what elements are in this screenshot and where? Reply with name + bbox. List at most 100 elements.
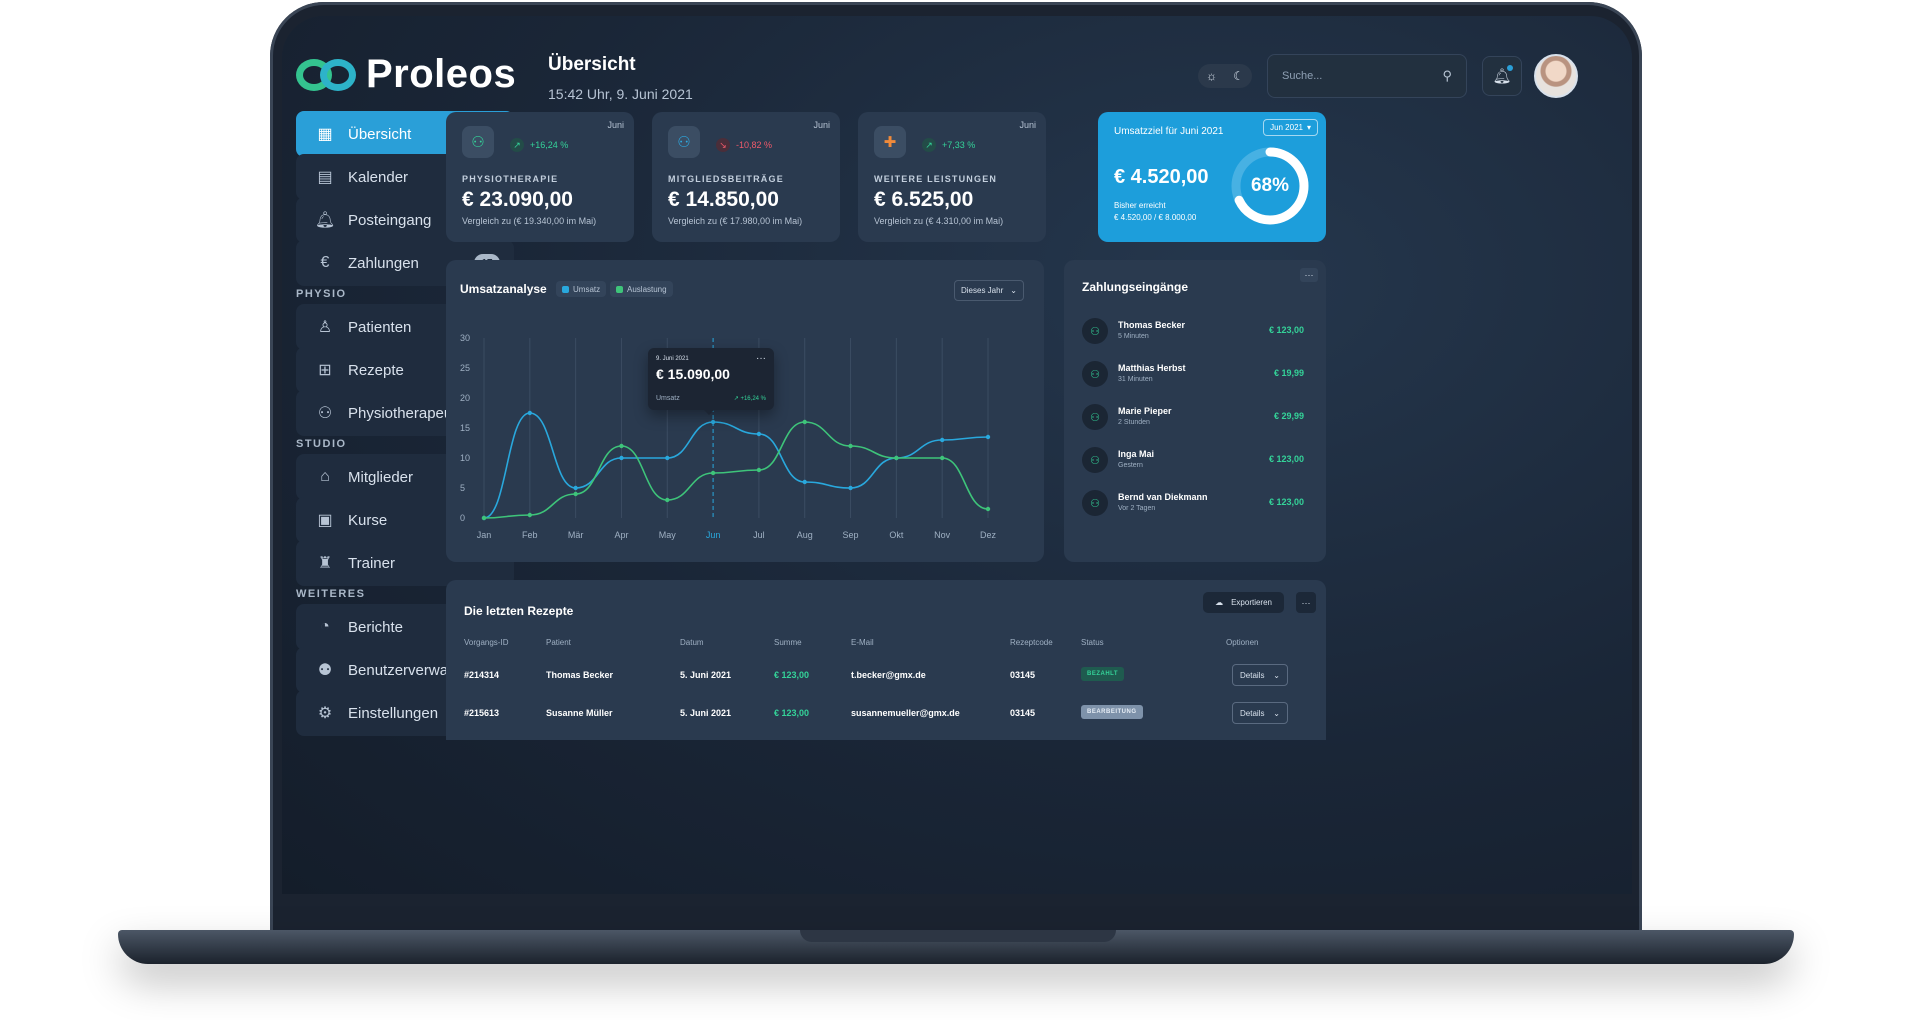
stat-card-physiotherapie[interactable]: Juni ⚇ ↗ +16,24 % PHYSIOTHERAPIE € 23.090… xyxy=(446,112,634,242)
tooltip-label: Umsatz xyxy=(656,395,680,402)
more-icon[interactable]: ··· xyxy=(1300,268,1318,282)
notifications-button[interactable]: 🔔︎ xyxy=(1482,56,1522,96)
status-badge: BEZAHLT xyxy=(1081,667,1125,681)
cell-email[interactable]: susannemueller@gmx.de xyxy=(851,708,960,718)
x-tick-label: Mär xyxy=(568,530,584,540)
prescriptions-table-card: Die letzten Rezepte ☁ Exportieren ··· Vor… xyxy=(446,580,1326,740)
y-tick-label: 30 xyxy=(460,333,470,343)
payment-time: Vor 2 Tagen xyxy=(1118,505,1156,512)
column-header[interactable]: Vorgangs-ID xyxy=(464,638,509,647)
export-button[interactable]: ☁ Exportieren xyxy=(1203,592,1284,613)
data-point xyxy=(665,455,670,461)
sidebar-section-weiteres: WEITERES xyxy=(296,588,366,600)
payment-time: Gestern xyxy=(1118,462,1143,469)
column-header[interactable]: Status xyxy=(1081,638,1104,647)
sidebar-item-label: Posteingang xyxy=(348,211,432,229)
goal-progress-arc xyxy=(1231,147,1309,225)
details-select[interactable]: Details ⌄ xyxy=(1232,702,1288,724)
search-icon[interactable]: ⚲ xyxy=(1442,68,1452,83)
chevron-down-icon: ⌄ xyxy=(1010,286,1017,295)
legend-auslastung[interactable]: Auslastung xyxy=(610,281,673,297)
stat-label: PHYSIOTHERAPIE xyxy=(462,174,559,184)
cell-email[interactable]: t.becker@gmx.de xyxy=(851,670,926,680)
data-point xyxy=(985,506,991,512)
payment-row[interactable]: ⚇ Matthias Herbst 31 Minuten € 19,99 xyxy=(1082,359,1310,389)
column-header[interactable]: Patient xyxy=(546,638,571,647)
payer-avatar-icon: ⚇ xyxy=(1082,447,1108,473)
payment-row[interactable]: ⚇ Bernd van Diekmann Vor 2 Tagen € 123,0… xyxy=(1082,488,1310,518)
chart-period-select[interactable]: Dieses Jahr ⌄ xyxy=(954,280,1024,301)
search-box: ⚲ xyxy=(1267,54,1467,98)
goal-progress-ring xyxy=(1231,147,1309,225)
payment-row[interactable]: ⚇ Inga Mai Gestern € 123,00 xyxy=(1082,445,1310,475)
stat-card-weitere-leistungen[interactable]: Juni ✚ ↗ +7,33 % WEITERE LEISTUNGEN € 6.5… xyxy=(858,112,1046,242)
notification-dot xyxy=(1507,65,1513,71)
data-point xyxy=(619,443,624,449)
stat-label: MITGLIEDSBEITRÄGE xyxy=(668,174,784,184)
payer-avatar-icon: ⚇ xyxy=(1082,490,1108,516)
column-header[interactable]: Rezeptcode xyxy=(1010,638,1053,647)
data-point xyxy=(481,515,487,521)
y-tick-label: 5 xyxy=(460,483,465,493)
payments-title: Zahlungseingänge xyxy=(1082,280,1189,294)
data-point xyxy=(573,491,578,497)
data-point xyxy=(573,485,578,491)
column-header[interactable]: Summe xyxy=(774,638,802,647)
more-icon[interactable]: ··· xyxy=(756,353,766,364)
stat-label: WEITERE LEISTUNGEN xyxy=(874,174,998,184)
details-select[interactable]: Details ⌄ xyxy=(1232,664,1288,686)
app-screen: Proleos ▦ Übersicht ▤ Kalender 🔔︎ Postei… xyxy=(282,16,1632,894)
goal-reached-label: Bisher erreicht xyxy=(1114,201,1166,210)
payment-amount: € 123,00 xyxy=(1268,454,1304,464)
payment-time: 5 Minuten xyxy=(1118,333,1149,340)
payer-avatar-icon: ⚇ xyxy=(1082,361,1108,387)
legend-umsatz[interactable]: Umsatz xyxy=(556,281,607,297)
data-point xyxy=(665,497,670,503)
legend-label: Umsatz xyxy=(573,284,601,294)
payment-row[interactable]: ⚇ Thomas Becker 5 Minuten € 123,00 xyxy=(1082,316,1310,346)
x-tick-label: Nov xyxy=(934,530,951,540)
payment-amount: € 19,99 xyxy=(1273,368,1304,378)
cell-sum: € 123,00 xyxy=(774,708,810,718)
sidebar-item-label: Berichte xyxy=(348,618,404,636)
series-line-umsatz xyxy=(483,412,989,519)
sidebar-section-studio: STUDIO xyxy=(296,438,347,450)
page-title: Übersicht xyxy=(548,54,636,75)
payer-avatar-icon: ⚇ xyxy=(1082,318,1108,344)
goal-period-select[interactable]: Jun 2021 ▾ xyxy=(1263,119,1318,136)
avatar[interactable] xyxy=(1534,54,1578,98)
column-header[interactable]: E-Mail xyxy=(851,638,874,647)
sidebar-item-label: Zahlungen xyxy=(348,254,419,272)
column-header[interactable]: Optionen xyxy=(1226,638,1259,647)
more-icon[interactable]: ··· xyxy=(1296,592,1316,613)
theme-toggle[interactable]: ☼ ☾ xyxy=(1198,64,1252,88)
chevron-down-icon: ⌄ xyxy=(1273,708,1280,718)
euro-icon: € xyxy=(320,254,330,271)
goal-reached-detail: € 4.520,00 / € 8.000,00 xyxy=(1114,213,1197,222)
stat-card-mitgliedsbeitraege[interactable]: Juni ⚇ ↘ -10,82 % MITGLIEDSBEITRÄGE € 14.… xyxy=(652,112,840,242)
payer-name: Matthias Herbst xyxy=(1118,363,1186,373)
user-icon: ♙ xyxy=(317,319,333,336)
data-point xyxy=(939,455,945,461)
bell-icon: 🔔︎ xyxy=(1492,68,1512,85)
payment-row[interactable]: ⚇ Marie Pieper 2 Stunden € 29,99 xyxy=(1082,402,1310,432)
search-input[interactable] xyxy=(1282,70,1422,82)
cell-patient: Thomas Becker xyxy=(546,670,614,680)
payer-avatar-icon: ⚇ xyxy=(1082,404,1108,430)
gear-icon: ⚙ xyxy=(317,705,333,722)
patients-icon: ⚇ xyxy=(462,126,494,158)
data-point xyxy=(710,470,716,476)
calendar-icon: ▤ xyxy=(317,169,333,186)
users-icon: ⚇ xyxy=(317,405,333,422)
sidebar-item-label: Patienten xyxy=(348,318,412,336)
column-header[interactable]: Datum xyxy=(680,638,704,647)
revenue-chart: Jan Feb Mär Apr May Jun Jul Aug Sep Okt Nov Dez 0 5 10… xyxy=(460,333,996,540)
y-tick-label: 10 xyxy=(460,453,470,463)
goal-title: Umsatzziel für Juni 2021 xyxy=(1114,126,1224,137)
chart-title: Umsatzanalyse xyxy=(460,282,547,296)
app-logo[interactable]: Proleos xyxy=(296,52,516,97)
payment-amount: € 123,00 xyxy=(1268,325,1304,335)
tooltip-trend-value: +16,24 % xyxy=(740,396,766,402)
stat-value: € 14.850,00 xyxy=(668,188,779,211)
